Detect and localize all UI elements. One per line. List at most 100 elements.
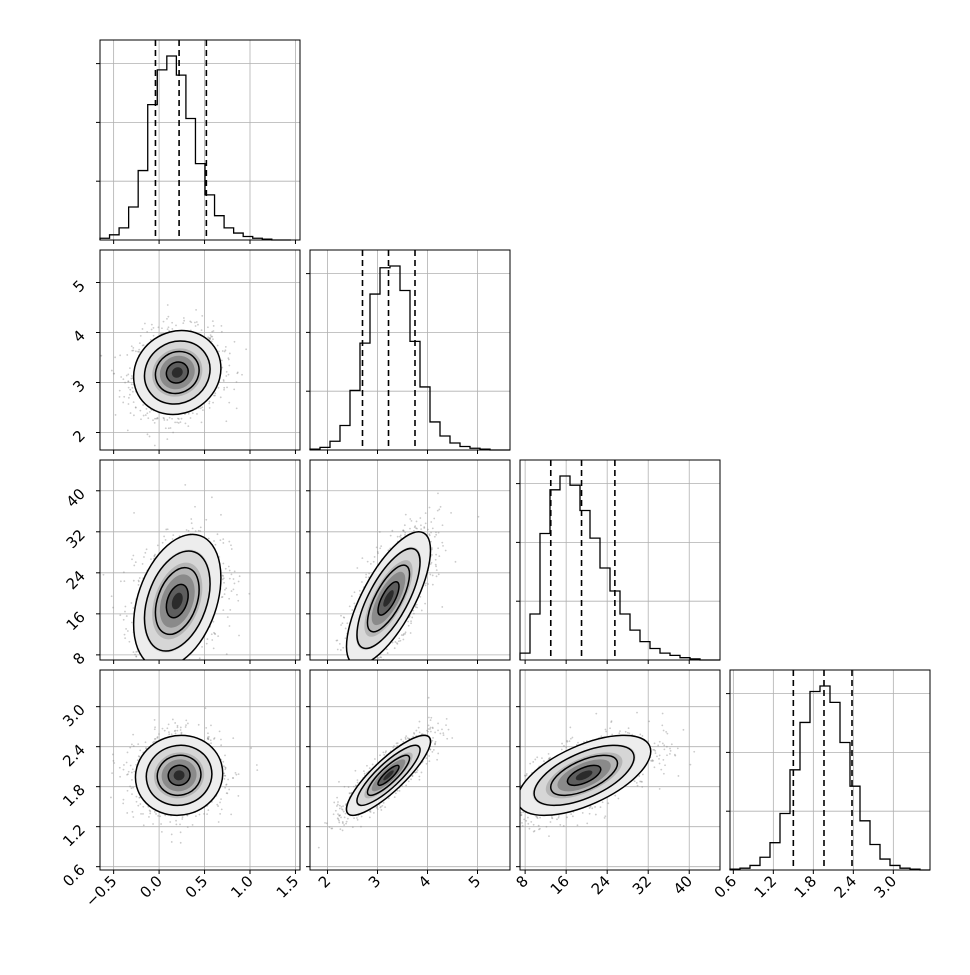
scatter-point xyxy=(200,526,202,528)
scatter-point xyxy=(386,648,388,650)
scatter-point xyxy=(228,359,230,361)
scatter-point xyxy=(154,445,156,447)
scatter-point xyxy=(213,540,215,542)
scatter-point xyxy=(190,518,192,520)
scatter-point xyxy=(228,541,230,543)
scatter-point xyxy=(180,677,182,679)
scatter-point xyxy=(343,616,345,618)
scatter-point xyxy=(143,415,145,417)
scatter-point xyxy=(226,371,228,373)
scatter-point xyxy=(131,383,133,385)
scatter-point xyxy=(427,583,429,585)
scatter-point xyxy=(129,786,131,788)
scatter-point xyxy=(214,392,216,394)
scatter-point xyxy=(379,672,381,674)
scatter-point xyxy=(219,730,221,732)
scatter-point xyxy=(168,326,170,328)
scatter-point xyxy=(132,734,134,736)
scatter-point xyxy=(218,387,220,389)
scatter-point xyxy=(138,349,140,351)
scatter-point xyxy=(165,427,167,429)
scatter-point xyxy=(172,695,174,697)
scatter-point xyxy=(430,521,432,523)
scatter-point xyxy=(138,584,140,586)
scatter-point xyxy=(432,528,434,530)
scatter-point xyxy=(361,661,363,663)
scatter-point xyxy=(136,677,138,679)
scatter-point xyxy=(182,816,184,818)
scatter-point xyxy=(127,374,129,376)
scatter-point xyxy=(440,506,442,508)
scatter-point xyxy=(229,609,231,611)
scatter-point xyxy=(342,647,344,649)
scatter-point xyxy=(213,325,215,327)
scatter-point xyxy=(169,821,171,823)
scatter-point xyxy=(225,587,227,589)
scatter-point xyxy=(361,581,363,583)
scatter-point xyxy=(345,668,347,670)
scatter-point xyxy=(340,624,342,626)
scatter-point xyxy=(222,563,224,565)
scatter-point xyxy=(133,580,135,582)
scatter-point xyxy=(199,657,201,659)
scatter-point xyxy=(356,673,358,675)
scatter-point xyxy=(180,842,182,844)
scatter-point xyxy=(434,536,436,538)
scatter-point xyxy=(144,323,146,325)
scatter-point xyxy=(429,507,431,509)
scatter-point xyxy=(435,554,437,556)
scatter-point xyxy=(130,412,132,414)
scatter-point xyxy=(145,414,147,416)
scatter-point xyxy=(168,661,170,663)
scatter-point xyxy=(403,530,405,532)
scatter-point xyxy=(224,754,226,756)
scatter-point xyxy=(455,561,457,563)
scatter-point xyxy=(140,418,142,420)
scatter-point xyxy=(438,509,440,511)
scatter-point xyxy=(165,539,167,541)
scatter-point xyxy=(192,527,194,529)
scatter-point xyxy=(166,727,168,729)
scatter-point xyxy=(351,609,353,611)
scatter-point xyxy=(220,514,222,516)
scatter-point xyxy=(167,316,169,318)
scatter-point xyxy=(339,673,341,675)
scatter-point xyxy=(404,534,406,536)
scatter-point xyxy=(196,413,198,415)
scatter-point xyxy=(139,342,141,344)
scatter-point xyxy=(196,321,198,323)
scatter-point xyxy=(337,649,339,651)
scatter-point xyxy=(419,517,421,519)
scatter-point xyxy=(376,546,378,548)
scatter-point xyxy=(142,806,144,808)
scatter-point xyxy=(227,616,229,618)
scatter-point xyxy=(199,814,201,816)
scatter-point xyxy=(361,557,363,559)
scatter-point xyxy=(330,690,332,692)
scatter-point xyxy=(397,536,399,538)
scatter-point xyxy=(231,590,233,592)
scatter-point xyxy=(398,640,400,642)
scatter-point xyxy=(374,676,376,678)
scatter-point xyxy=(152,666,154,668)
scatter-point xyxy=(158,326,160,328)
scatter-point xyxy=(154,554,156,556)
scatter-point xyxy=(133,745,135,747)
scatter-point xyxy=(103,574,105,576)
scatter-point xyxy=(229,578,231,580)
scatter-point xyxy=(142,563,144,565)
scatter-point xyxy=(229,570,231,572)
scatter-point xyxy=(228,566,230,568)
scatter-point xyxy=(165,680,167,682)
scatter-point xyxy=(165,676,167,678)
scatter-point xyxy=(212,338,214,340)
scatter-point xyxy=(131,779,133,781)
scatter-point xyxy=(442,524,444,526)
scatter-point xyxy=(373,561,375,563)
scatter-point xyxy=(346,665,348,667)
scatter-point xyxy=(212,402,214,404)
scatter-point xyxy=(178,422,180,424)
scatter-point xyxy=(432,575,434,577)
scatter-point xyxy=(405,514,407,516)
